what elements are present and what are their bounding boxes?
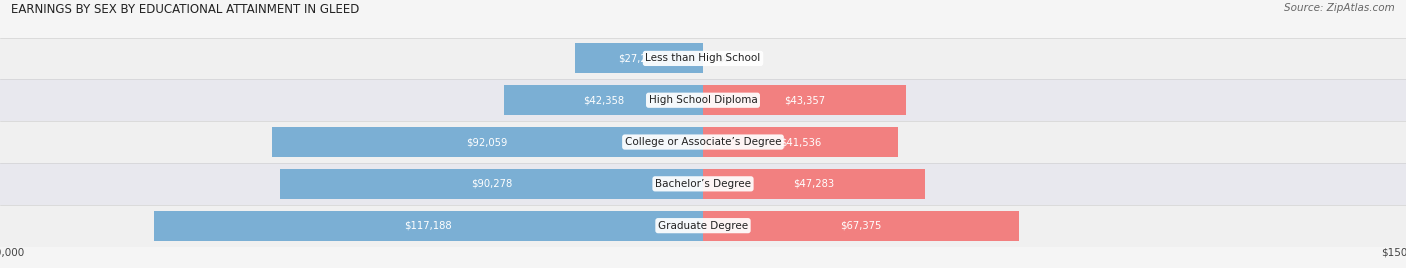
Text: $42,358: $42,358	[583, 95, 624, 105]
Text: $92,059: $92,059	[467, 137, 508, 147]
Text: $47,283: $47,283	[793, 179, 834, 189]
Text: College or Associate’s Degree: College or Associate’s Degree	[624, 137, 782, 147]
Bar	[280, 169, 703, 199]
Bar	[703, 211, 1019, 241]
Text: Source: ZipAtlas.com: Source: ZipAtlas.com	[1284, 3, 1395, 13]
Bar	[703, 169, 925, 199]
Text: Less than High School: Less than High School	[645, 53, 761, 64]
Bar	[703, 85, 907, 115]
Bar	[0, 121, 1406, 163]
Text: $43,357: $43,357	[785, 95, 825, 105]
Text: Bachelor’s Degree: Bachelor’s Degree	[655, 179, 751, 189]
Text: $90,278: $90,278	[471, 179, 512, 189]
Bar	[0, 38, 1406, 79]
Bar	[271, 127, 703, 157]
Bar	[0, 79, 1406, 121]
Bar	[0, 163, 1406, 205]
Text: $117,188: $117,188	[405, 221, 453, 231]
Text: $0: $0	[717, 53, 730, 64]
Text: EARNINGS BY SEX BY EDUCATIONAL ATTAINMENT IN GLEED: EARNINGS BY SEX BY EDUCATIONAL ATTAINMEN…	[11, 3, 360, 16]
Text: $41,536: $41,536	[780, 137, 821, 147]
Bar	[703, 127, 897, 157]
Bar	[0, 205, 1406, 247]
Text: Graduate Degree: Graduate Degree	[658, 221, 748, 231]
Bar	[575, 43, 703, 73]
Bar	[153, 211, 703, 241]
Text: High School Diploma: High School Diploma	[648, 95, 758, 105]
Text: $27,283: $27,283	[619, 53, 659, 64]
Bar	[505, 85, 703, 115]
Text: $67,375: $67,375	[841, 221, 882, 231]
